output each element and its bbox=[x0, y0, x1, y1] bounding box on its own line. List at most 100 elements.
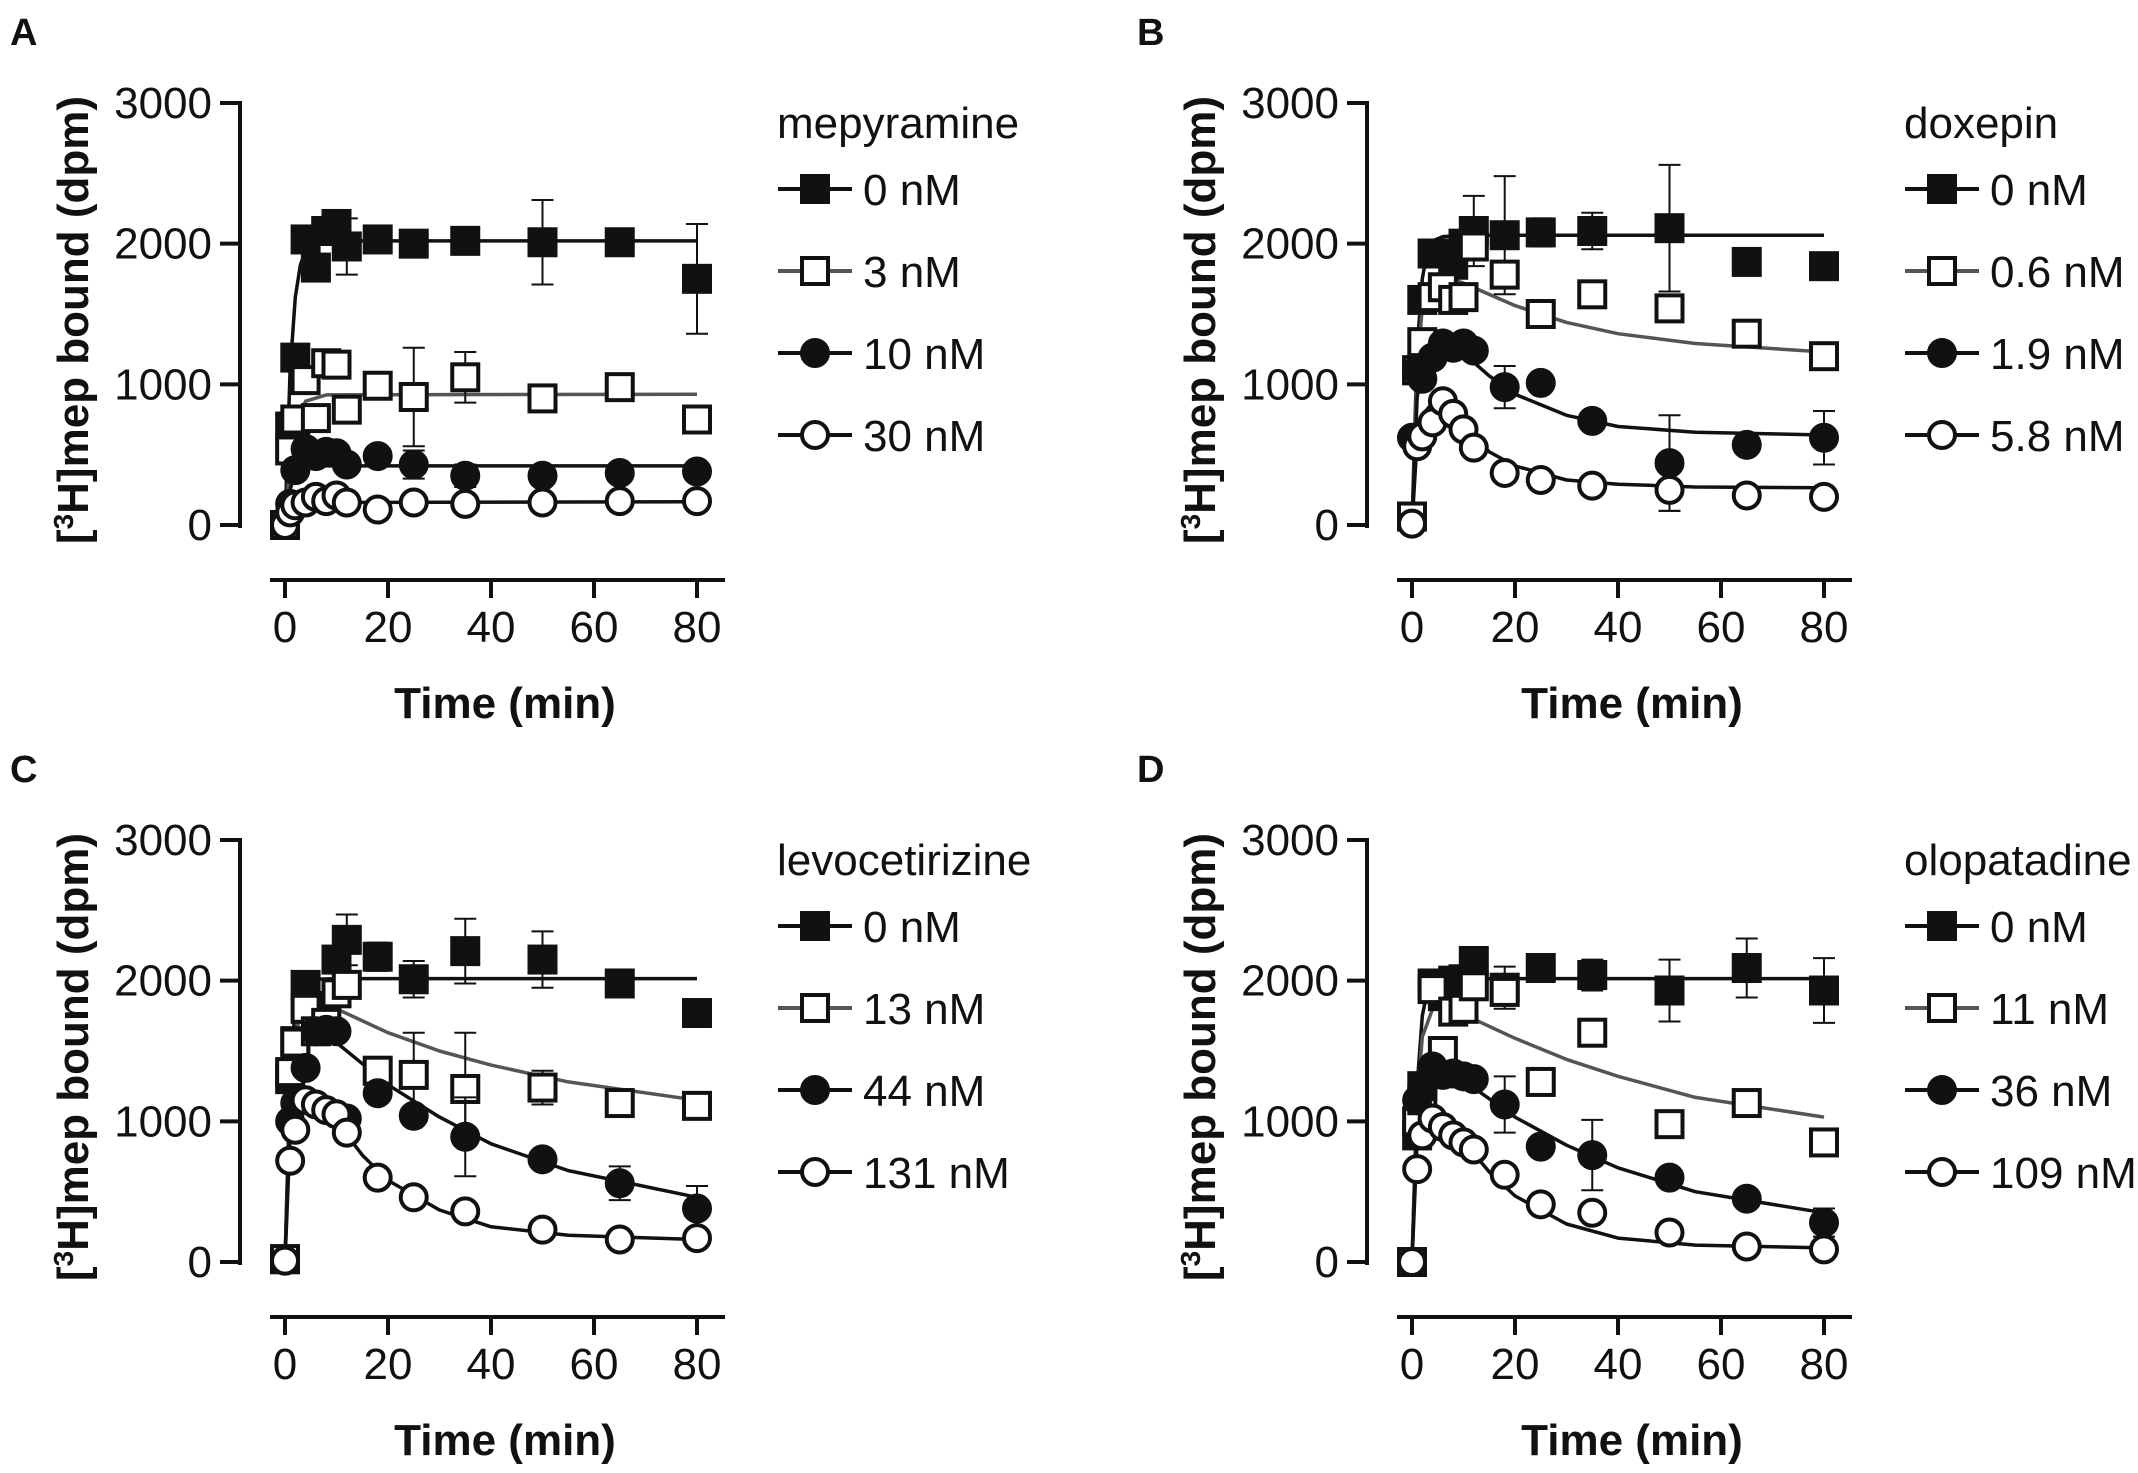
data-point bbox=[1809, 341, 1839, 372]
data-point bbox=[1458, 1134, 1489, 1165]
series-3 bbox=[270, 434, 712, 540]
x-tick-label: 0 bbox=[1400, 1340, 1424, 1389]
data-point bbox=[1397, 508, 1427, 539]
data-point bbox=[398, 1182, 429, 1213]
data-point bbox=[1407, 1075, 1438, 1106]
data-point bbox=[1577, 960, 1608, 991]
series-4 bbox=[270, 1085, 712, 1276]
data-point bbox=[1489, 457, 1520, 488]
x-tick-label: 20 bbox=[1491, 1340, 1540, 1389]
data-point bbox=[362, 1162, 393, 1193]
y-tick-label: 1000 bbox=[1241, 360, 1339, 409]
y-tick-label: 1000 bbox=[114, 360, 212, 409]
legend-marker bbox=[800, 174, 830, 204]
data-point bbox=[1525, 953, 1556, 984]
data-point bbox=[398, 1059, 429, 1090]
x-axis-title: Time (min) bbox=[394, 1416, 616, 1465]
legend-item: 30 nM bbox=[778, 412, 985, 461]
x-tick-label: 60 bbox=[570, 603, 619, 652]
legend-item: 0 nM bbox=[778, 166, 961, 215]
data-point bbox=[321, 1016, 352, 1047]
x-tick-label: 80 bbox=[673, 603, 722, 652]
data-point bbox=[1525, 1131, 1556, 1162]
x-tick-label: 20 bbox=[1491, 603, 1540, 652]
data-point bbox=[1731, 1088, 1762, 1119]
data-point bbox=[275, 1145, 306, 1176]
data-point bbox=[362, 441, 393, 472]
data-point bbox=[1489, 1089, 1520, 1120]
x-tick-label: 80 bbox=[1800, 603, 1849, 652]
data-point bbox=[300, 403, 331, 434]
legend-marker bbox=[800, 420, 830, 450]
data-point bbox=[1809, 251, 1839, 282]
legend-title: levocetirizine bbox=[777, 836, 1031, 885]
y-tick-label: 0 bbox=[188, 501, 212, 550]
data-point bbox=[682, 456, 712, 487]
panel-d: D 0 1000 2000 3000 0 20 40 60 80 Time (min) [3H]mep… bbox=[1137, 749, 2137, 1465]
y-tick-label: 3000 bbox=[114, 816, 212, 865]
data-point bbox=[331, 394, 362, 425]
legend-label: 10 nM bbox=[863, 330, 985, 379]
data-point bbox=[1458, 1064, 1489, 1095]
data-point bbox=[331, 969, 362, 1000]
data-point bbox=[1654, 1217, 1685, 1248]
legend-label: 0 nM bbox=[863, 166, 961, 215]
data-point bbox=[1809, 1127, 1839, 1158]
panel-letter: D bbox=[1137, 749, 1164, 791]
panel-letter: C bbox=[10, 749, 37, 791]
data-point bbox=[604, 1088, 635, 1119]
data-point bbox=[1654, 975, 1685, 1006]
data-point bbox=[362, 1078, 393, 1109]
data-point bbox=[398, 381, 429, 412]
legend-marker bbox=[1927, 256, 1957, 286]
data-point bbox=[450, 460, 481, 491]
panel-c: C 0 1000 2000 3000 0 20 40 60 80 Time (min) [3H]mep… bbox=[10, 749, 1031, 1465]
fit-curve-3 bbox=[1410, 1066, 1825, 1263]
data-point bbox=[527, 460, 558, 491]
y-tick-label: 0 bbox=[1315, 1238, 1339, 1287]
data-point bbox=[604, 372, 635, 403]
data-point bbox=[450, 362, 481, 393]
y-tick-label: 1000 bbox=[114, 1097, 212, 1146]
data-point bbox=[604, 486, 635, 517]
legend-marker bbox=[1927, 338, 1957, 368]
legend-label: 0 nM bbox=[1990, 166, 2088, 215]
y-tick-label: 2000 bbox=[1241, 220, 1339, 269]
x-tick-label: 40 bbox=[1594, 1340, 1643, 1389]
data-point bbox=[682, 1193, 712, 1224]
y-tick-label: 0 bbox=[1315, 501, 1339, 550]
x-tick-label: 0 bbox=[273, 1340, 297, 1389]
data-point bbox=[604, 1224, 635, 1255]
data-point bbox=[280, 1114, 311, 1145]
legend-item: 0 nM bbox=[1905, 903, 2088, 952]
legend-marker bbox=[800, 911, 830, 941]
data-point bbox=[527, 1144, 558, 1175]
legend-label: 0 nM bbox=[1990, 903, 2088, 952]
data-point bbox=[331, 487, 362, 518]
data-point bbox=[450, 225, 481, 256]
legend-item: 0 nM bbox=[778, 903, 961, 952]
data-point bbox=[682, 263, 712, 294]
legend-marker bbox=[1927, 1075, 1957, 1105]
legend-label: 109 nM bbox=[1990, 1149, 2137, 1198]
data-point bbox=[682, 1223, 712, 1254]
data-point bbox=[1489, 259, 1520, 290]
y-axis-title: [3H]mep bound (dpm) bbox=[48, 833, 99, 1281]
data-point bbox=[1577, 279, 1608, 310]
legend-item: 10 nM bbox=[778, 330, 985, 379]
y-tick-label: 3000 bbox=[1241, 79, 1339, 128]
x-axis-title: Time (min) bbox=[1521, 1416, 1743, 1465]
legend-label: 0.6 nM bbox=[1990, 248, 2125, 297]
legend-marker bbox=[800, 1157, 830, 1187]
data-point bbox=[1448, 282, 1479, 313]
legend-marker bbox=[800, 256, 830, 286]
data-point bbox=[331, 1117, 362, 1148]
panel-letter: B bbox=[1137, 12, 1164, 54]
data-point bbox=[1577, 405, 1608, 436]
data-point bbox=[1458, 432, 1489, 463]
data-point bbox=[290, 1052, 321, 1083]
data-point bbox=[1809, 1207, 1839, 1238]
legend-label: 30 nM bbox=[863, 412, 985, 461]
data-point bbox=[1489, 220, 1520, 251]
x-tick-label: 80 bbox=[1800, 1340, 1849, 1389]
